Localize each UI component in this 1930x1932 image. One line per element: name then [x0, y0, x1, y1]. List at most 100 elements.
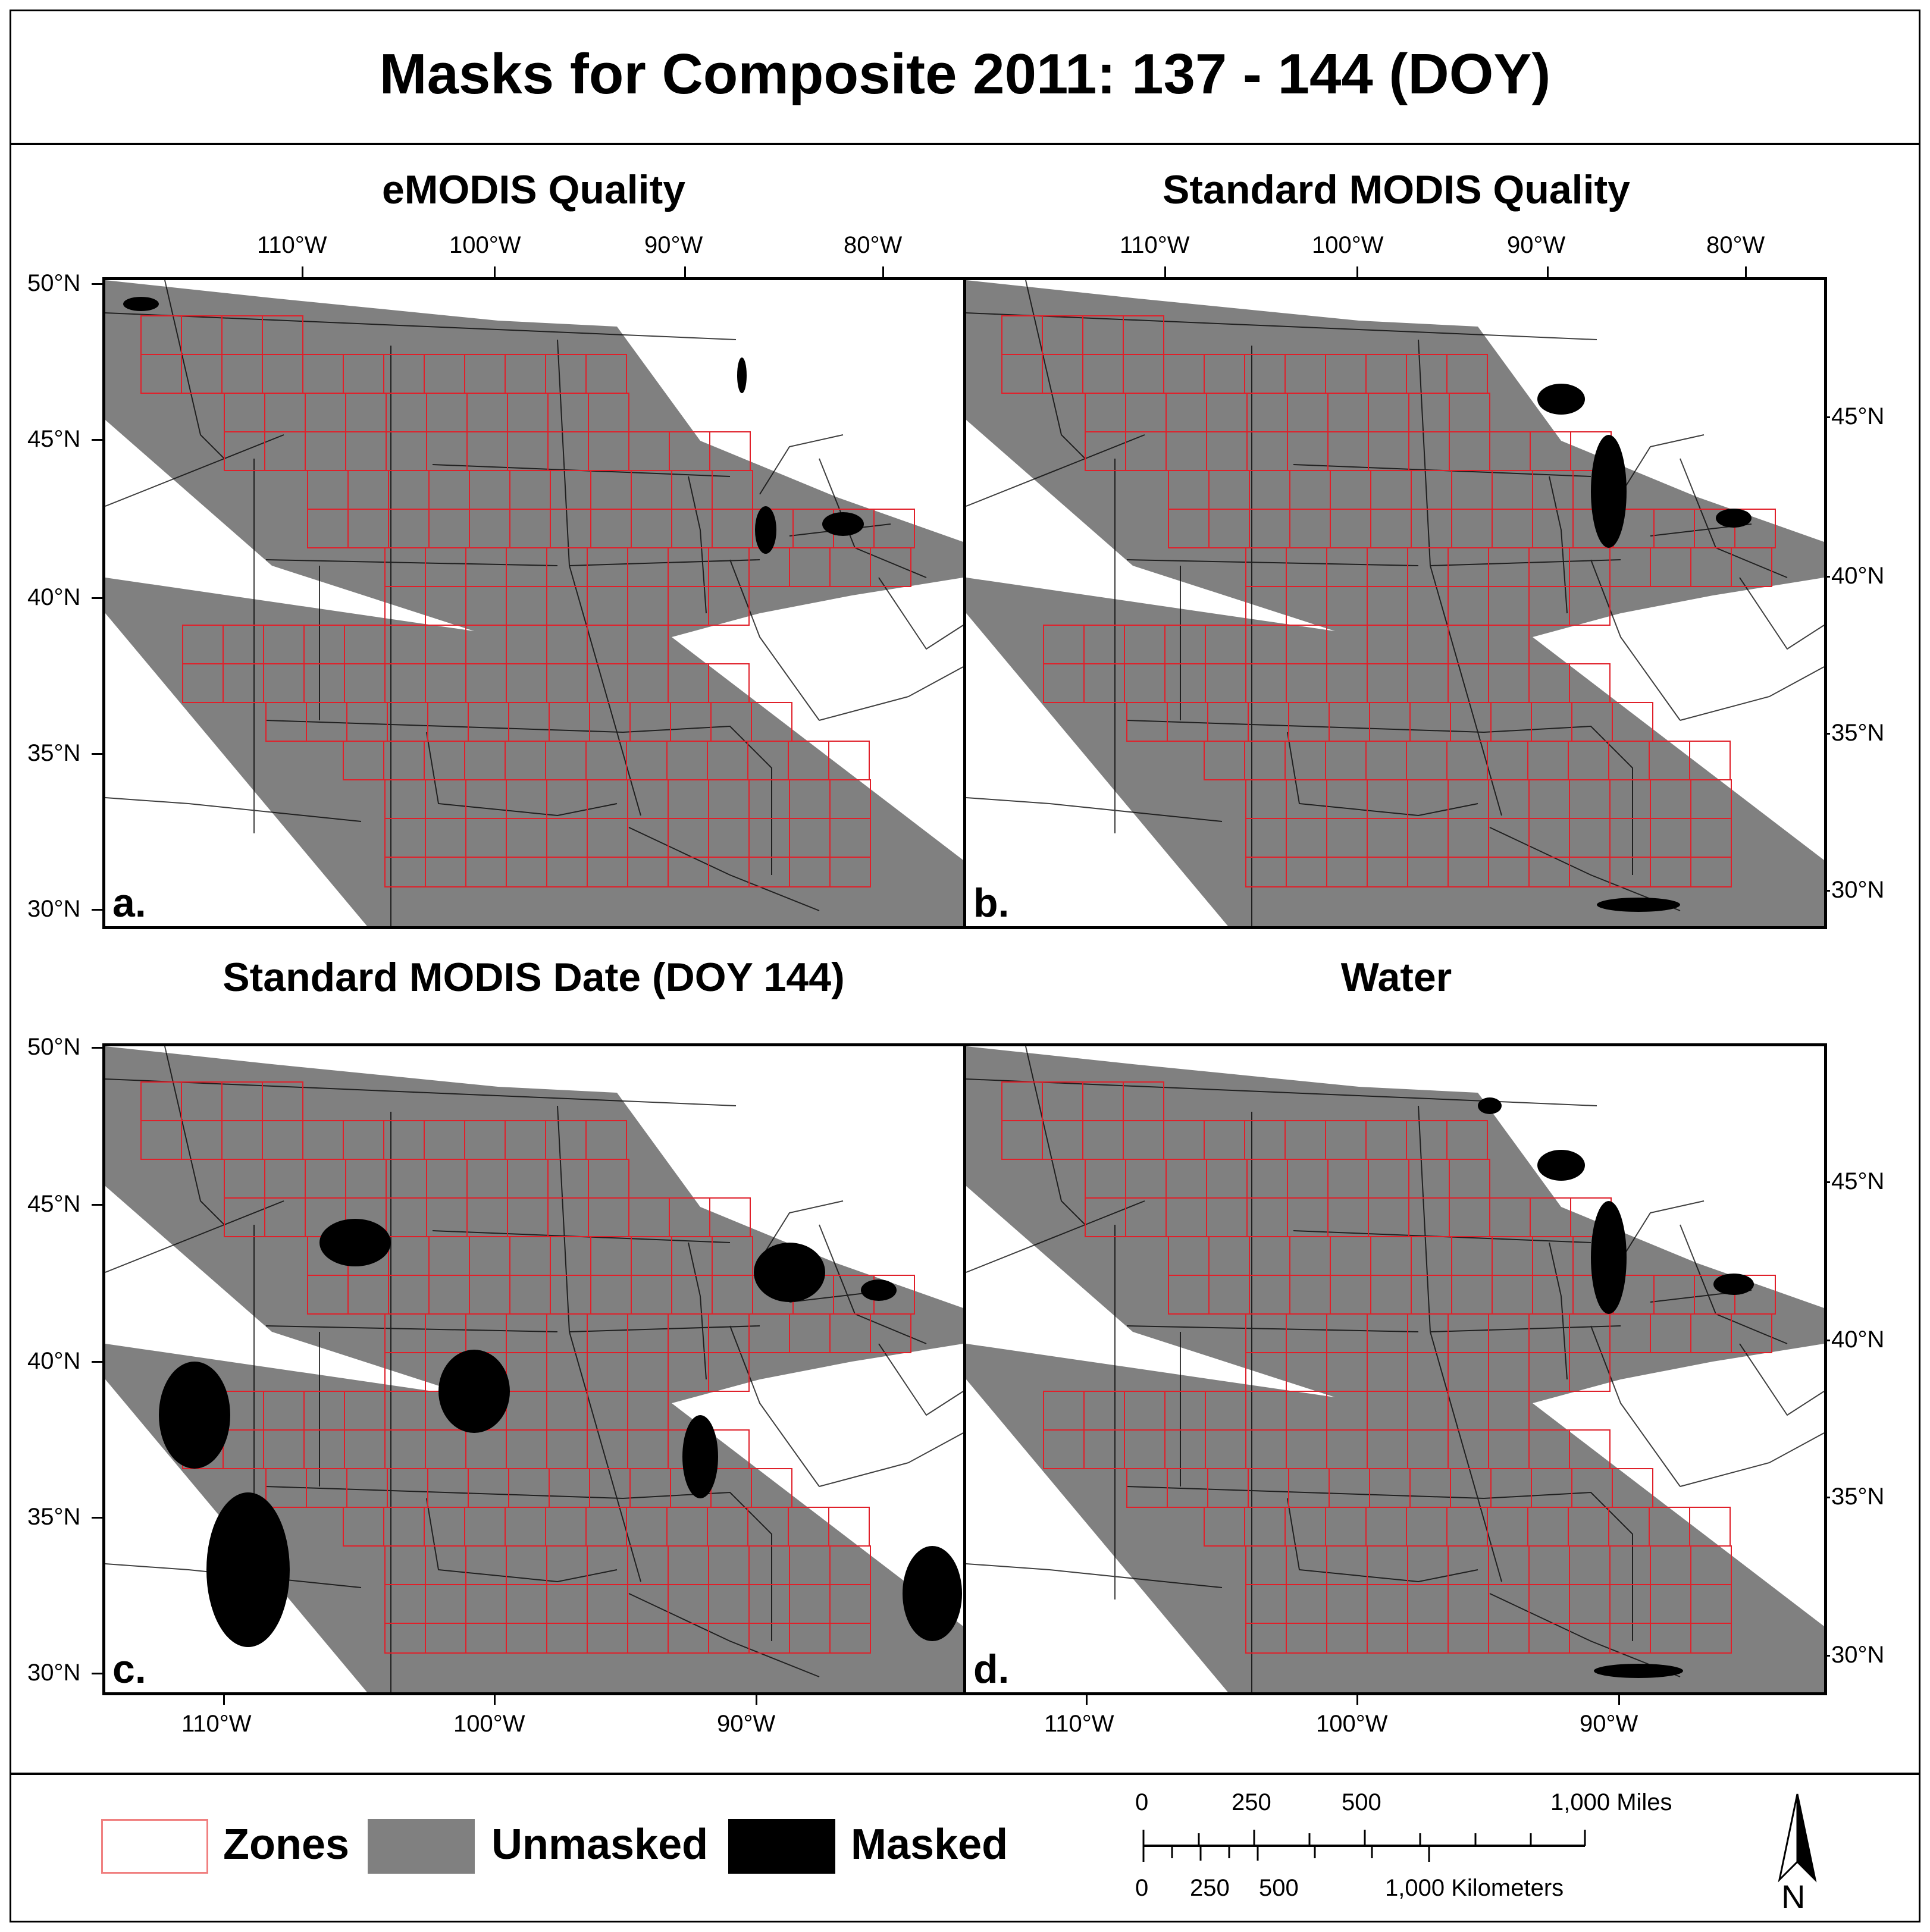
tick — [302, 266, 303, 277]
lon-label-top-a-80: 80°W — [844, 232, 903, 258]
legend-swatch-zones — [101, 1819, 208, 1874]
state-boundary-line — [878, 1343, 963, 1416]
scale-mi-250: 250 — [1232, 1789, 1271, 1815]
tick — [92, 439, 102, 441]
tick — [1356, 1694, 1358, 1705]
zone-grid — [140, 1081, 915, 1654]
state-boundary-line — [759, 434, 844, 495]
panel-letter-a: a. — [112, 880, 146, 926]
state-boundary-line — [265, 559, 558, 566]
tick — [223, 1694, 225, 1705]
lat-label-right-d-40: 40°N — [1831, 1326, 1885, 1353]
state-boundary-line — [628, 1593, 820, 1677]
north-arrow-icon — [1778, 1793, 1817, 1883]
state-boundary-line — [819, 666, 963, 721]
panel-title-c: Standard MODIS Date (DOY 144) — [223, 955, 845, 1000]
state-boundary-line — [1483, 1491, 1633, 1641]
masked-area — [737, 357, 747, 393]
tick — [756, 1694, 757, 1705]
state-boundary-line — [878, 577, 963, 650]
scale-km-250: 250 — [1190, 1875, 1230, 1901]
map-svg-a — [105, 280, 963, 926]
state-boundary-line — [569, 559, 760, 566]
tick — [92, 597, 102, 599]
lat-label-right-d-45: 45°N — [1831, 1168, 1885, 1194]
north-arrow-label: N — [1781, 1878, 1806, 1915]
state-boundary-line — [688, 476, 707, 614]
lat-label-right-d-30: 30°N — [1831, 1642, 1885, 1668]
state-boundary-line — [966, 312, 1597, 340]
state-boundary-line — [105, 1078, 737, 1106]
zone-cell — [1569, 1352, 1611, 1392]
state-boundary-line — [265, 1486, 624, 1499]
zone-cell — [1690, 857, 1732, 887]
lat-label-right-b-40: 40°N — [1831, 563, 1885, 589]
tick — [92, 1047, 102, 1049]
legend-divider — [10, 1773, 1920, 1775]
map-svg-c — [105, 1046, 963, 1692]
unmasked-swath — [966, 1046, 1824, 1692]
tick — [92, 1517, 102, 1519]
masked-area — [682, 1415, 718, 1498]
masked-area — [1478, 1097, 1502, 1114]
tick — [1164, 266, 1166, 277]
zone-cell — [708, 1352, 750, 1392]
unmasked-swath — [105, 1046, 963, 1692]
zone-cell — [1731, 1313, 1772, 1353]
panel-letter-c: c. — [112, 1646, 146, 1692]
legend-swatch-unmasked — [368, 1819, 475, 1874]
state-boundary-line — [1590, 559, 1681, 721]
unmasked-swath — [105, 280, 963, 926]
tick — [1086, 1694, 1088, 1705]
lon-label-bottom-c-100: 100°W — [453, 1711, 525, 1737]
state-boundary-line — [1620, 434, 1705, 495]
map-panel-emodis-quality: a. — [102, 277, 966, 929]
zone-cell — [708, 586, 750, 626]
panel-title-d: Water — [1340, 955, 1452, 1000]
state-boundary-line — [1680, 1432, 1824, 1487]
lat-label-left-a-40: 40°N — [27, 584, 81, 610]
lat-label-left-a-30: 30°N — [27, 896, 81, 922]
state-boundary-line — [622, 1491, 772, 1641]
lon-label-top-b-90: 90°W — [1507, 232, 1566, 258]
lon-label-top-b-100: 100°W — [1312, 232, 1384, 258]
lon-label-bottom-c-90: 90°W — [717, 1711, 776, 1737]
legend-label-zones: Zones — [223, 1821, 350, 1868]
masked-area — [206, 1492, 290, 1647]
lon-label-top-a-110: 110°W — [257, 232, 327, 258]
state-boundary-line — [1590, 1325, 1681, 1487]
masked-area — [123, 297, 159, 311]
state-boundary-line — [688, 1242, 707, 1380]
legend-label-unmasked: Unmasked — [491, 1821, 709, 1868]
state-boundary-line — [164, 1046, 225, 1225]
state-boundary-line — [1126, 720, 1484, 733]
legend-label-masked: Masked — [851, 1821, 1008, 1868]
state-boundary-line — [1549, 1242, 1568, 1380]
state-boundary-line — [265, 720, 624, 733]
lat-label-left-a-45: 45°N — [27, 426, 81, 452]
zone-cell — [870, 547, 911, 587]
masked-area — [1591, 435, 1627, 548]
state-boundary-line — [966, 797, 1223, 822]
masked-area — [319, 1219, 391, 1266]
masked-area — [438, 1350, 510, 1433]
state-boundary-line — [966, 1563, 1223, 1588]
lat-label-left-a-35: 35°N — [27, 740, 81, 766]
state-boundary-line — [1126, 559, 1419, 566]
masked-area — [755, 506, 776, 554]
tick — [1356, 266, 1358, 277]
state-boundary-line — [1739, 1343, 1824, 1416]
masked-area — [754, 1243, 825, 1302]
lat-label-right-b-45: 45°N — [1831, 403, 1885, 429]
tick — [92, 1204, 102, 1206]
lat-label-right-b-35: 35°N — [1831, 720, 1885, 746]
tick — [1745, 266, 1747, 277]
tick — [92, 1673, 102, 1674]
lon-label-top-b-110: 110°W — [1120, 232, 1190, 258]
scale-mi-500: 500 — [1342, 1789, 1381, 1815]
scale-mi-1000: 1,000 Miles — [1550, 1789, 1672, 1815]
zone-grid — [1001, 1081, 1776, 1654]
lat-label-left-c-45: 45°N — [27, 1191, 81, 1217]
lat-label-left-c-30: 30°N — [27, 1660, 81, 1686]
masked-area — [159, 1362, 230, 1469]
